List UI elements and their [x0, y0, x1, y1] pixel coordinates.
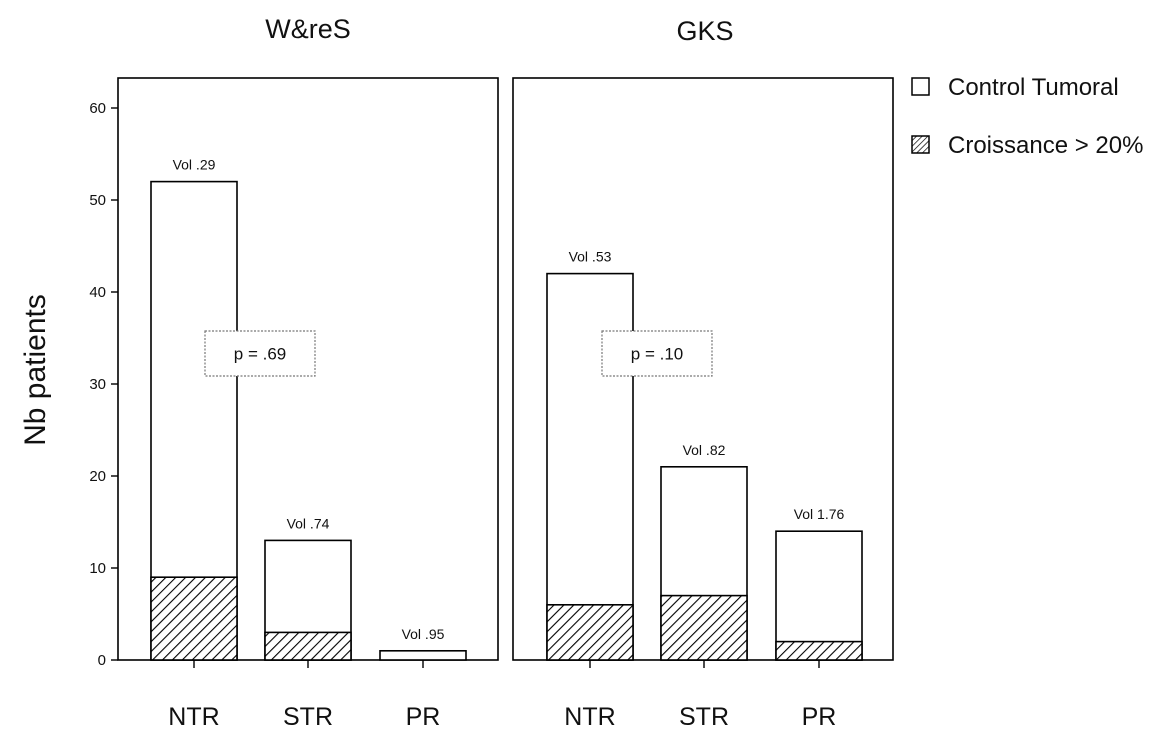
panel-title-left: W&reS: [265, 14, 351, 44]
bar-croissance-str: [660, 594, 748, 661]
panel-1: Vol .53 NTR Vol .82 STR Vol 1.76 PR p = .10: [512, 77, 894, 731]
y-tick-label: 50: [89, 192, 106, 209]
y-tick-label: 40: [89, 284, 106, 301]
legend-label-control: Control Tumoral: [948, 74, 1119, 101]
p-value-text: p = .10: [631, 345, 683, 364]
p-value-box: [204, 330, 316, 377]
y-tick-label: 10: [89, 560, 106, 577]
x-tick-label: STR: [679, 703, 729, 729]
x-tick-label: PR: [406, 703, 441, 729]
bar-control-pr: [379, 649, 467, 661]
y-tick-label: 30: [89, 376, 106, 393]
legend: Control Tumoral Croissance > 20%: [911, 74, 1143, 159]
x-tick-label: STR: [283, 703, 333, 729]
bar-data-label: Vol .53: [569, 249, 612, 265]
bar-data-label: Vol .95: [402, 626, 445, 642]
x-tick-label: PR: [802, 703, 837, 729]
bar-control-pr: [775, 530, 863, 661]
panel-0: 0 10 20 30 40 50 60 Vol .29 NTR Vol .74 STR Vol .95…: [89, 77, 499, 731]
x-tick-label: NTR: [168, 703, 219, 729]
bar-data-label: Vol .29: [173, 157, 216, 173]
y-tick-label: 20: [89, 468, 106, 485]
bar-data-label: Vol 1.76: [794, 506, 845, 522]
y-tick-label: 0: [98, 652, 106, 669]
panel-title-right: GKS: [676, 16, 733, 46]
bar-croissance-ntr: [150, 576, 238, 661]
bar-croissance-pr: [775, 640, 863, 661]
bar-data-label: Vol .82: [683, 442, 726, 458]
bar-croissance-ntr: [546, 603, 634, 661]
y-axis-label: Nb patients: [19, 294, 52, 446]
x-tick-label: NTR: [564, 703, 615, 729]
bar-croissance-str: [264, 631, 352, 661]
bar-data-label: Vol .74: [287, 515, 330, 531]
p-value-text: p = .69: [234, 345, 286, 364]
p-value-box: [601, 330, 713, 377]
legend-label-croissance: Croissance > 20%: [948, 132, 1143, 159]
y-tick-label: 60: [89, 100, 106, 117]
legend-swatch-croissance: [911, 135, 930, 154]
legend-swatch-control: [911, 77, 930, 96]
